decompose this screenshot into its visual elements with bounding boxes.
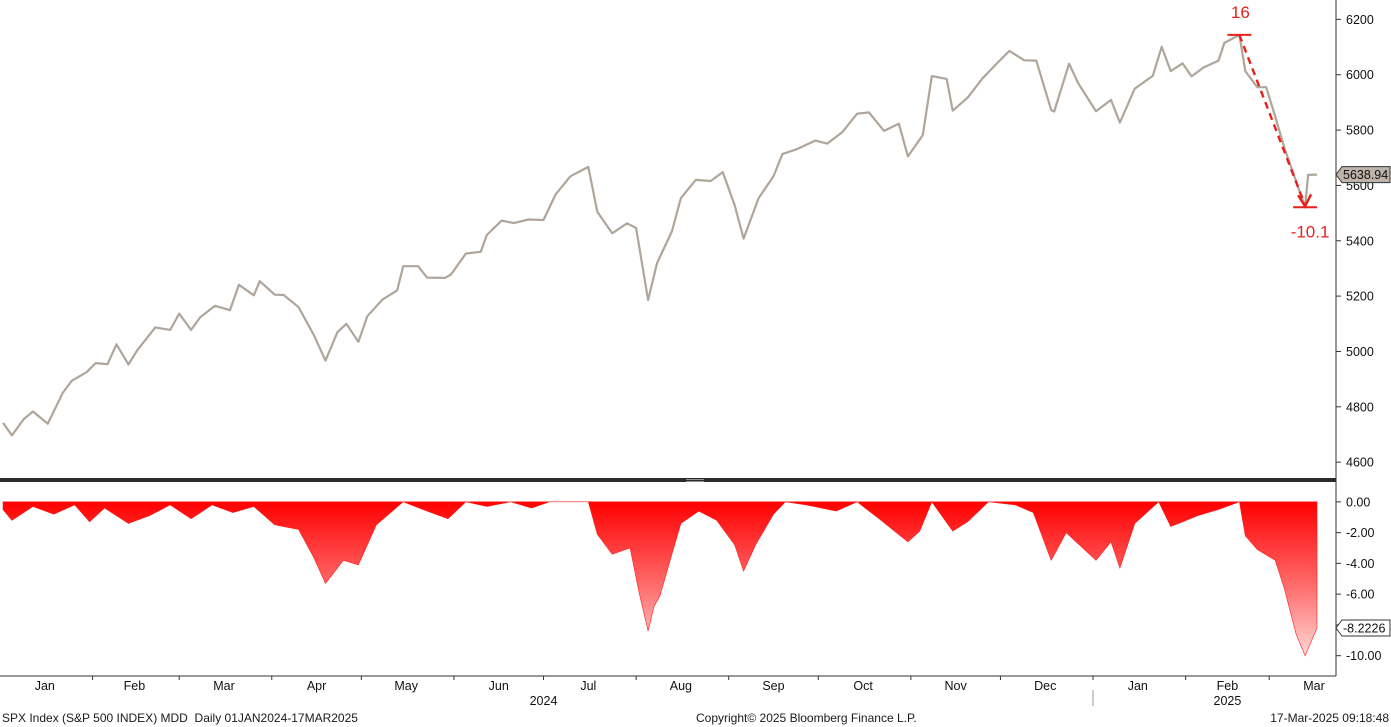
ticker-label: SPX Index (S&P 500 INDEX) MDD (2, 711, 188, 725)
price-y-tick-label: 6000 (1346, 68, 1374, 82)
price-y-tick-label: 5000 (1346, 345, 1374, 359)
month-label: May (394, 679, 418, 693)
panel-divider[interactable] (0, 478, 1336, 482)
year-label: 2025 (1214, 694, 1242, 708)
month-label: Feb (1217, 679, 1239, 693)
price-line (2, 33, 1318, 437)
timestamp-label: 17-Mar-2025 09:18:48 (1270, 711, 1389, 725)
price-y-tick-label: 4800 (1346, 400, 1374, 414)
price-y-tick-label: 5200 (1346, 290, 1374, 304)
drawdown-last-value-label: -8.2226 (1343, 622, 1385, 636)
price-y-tick-label: 4600 (1346, 456, 1374, 470)
drawdown-area (2, 501, 1318, 657)
drawdown-y-tick-label: -6.00 (1346, 588, 1375, 602)
month-label: Jan (35, 679, 55, 693)
month-label: Mar (213, 679, 235, 693)
price-last-value-tag (1335, 166, 1391, 184)
drawdown-y-tick-label: -10.00 (1346, 649, 1381, 663)
price-y-tick-label: 5400 (1346, 234, 1374, 248)
month-label: Jul (580, 679, 596, 693)
month-label: Sep (762, 679, 784, 693)
peak-annotation-label: 16 (1231, 3, 1250, 22)
drawdown-y-tick-label: -2.00 (1346, 526, 1375, 540)
drawdown-y-tick-label: -4.00 (1346, 557, 1375, 571)
copyright-label: Copyright© 2025 Bloomberg Finance L.P. (696, 711, 917, 725)
month-label: Jun (489, 679, 509, 693)
year-label: 2024 (530, 694, 558, 708)
month-label: Dec (1034, 679, 1056, 693)
decline-arrow-line (1238, 34, 1307, 206)
month-label: Oct (853, 679, 873, 693)
footer-ticker: SPX Index (S&P 500 INDEX) MDD Daily 01JA… (2, 709, 358, 727)
price-panel: 4600480050005200540056005800600062005638… (2, 3, 1391, 470)
price-y-tick-label: 5800 (1346, 124, 1374, 138)
month-label: Apr (307, 679, 326, 693)
price-last-value-label: 5638.94 (1343, 168, 1388, 182)
month-label: Nov (945, 679, 968, 693)
month-label: Mar (1303, 679, 1325, 693)
period-label: Daily 01JAN2024-17MAR2025 (194, 711, 358, 725)
drawdown-panel: 0.00-2.00-4.00-6.00-8.00-10.00-8.2226 (2, 495, 1391, 663)
drawdown-last-value-tag (1335, 619, 1391, 637)
drawdown-y-tick-label: 0.00 (1346, 495, 1370, 509)
price-y-tick-label: 6200 (1346, 13, 1374, 27)
decline-arrow-head (1297, 193, 1313, 209)
trough-annotation-label: -10.1 (1291, 222, 1330, 241)
month-label: Aug (670, 679, 692, 693)
month-label: Jan (1128, 679, 1148, 693)
time-axis: Jan Feb Mar Apr May Jun Jul Aug Sep Oct Nov Dec Jan F… (0, 675, 1336, 708)
month-label: Feb (124, 679, 146, 693)
